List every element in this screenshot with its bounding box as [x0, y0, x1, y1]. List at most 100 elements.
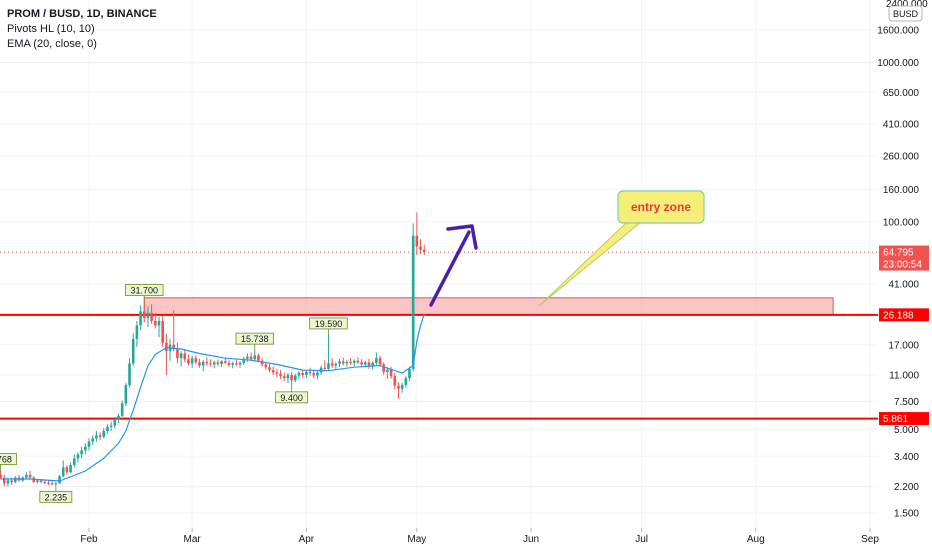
candle-body [257, 355, 260, 361]
candle-body [393, 376, 397, 386]
chart-legend: PROM / BUSD, 1D, BINANCE Pivots HL (10, … [7, 7, 157, 52]
time-axis-label: Apr [299, 534, 315, 545]
candle-body [286, 374, 290, 379]
candle-body [146, 312, 150, 319]
candle-body [113, 419, 117, 426]
candle-body [84, 446, 87, 451]
candle-body [0, 474, 2, 478]
candle-body [220, 361, 223, 364]
pivot-label-box [39, 490, 73, 503]
candle-body [271, 370, 275, 373]
candle-body [61, 467, 65, 477]
callout-box [617, 190, 705, 224]
candle-body [142, 311, 146, 319]
candle-body [198, 362, 201, 366]
candle-body [190, 358, 194, 364]
candle-body [95, 435, 98, 439]
candle-body [294, 375, 297, 381]
candle-body [378, 358, 382, 365]
candle-body [72, 458, 76, 465]
candle-body [305, 371, 308, 375]
candle-body [349, 361, 352, 363]
candle-body [157, 320, 161, 326]
candle-body [2, 477, 6, 484]
price-tag-label: 5.861 [883, 414, 908, 425]
indicator-pivots-label[interactable]: Pivots HL (10, 10) [7, 23, 95, 35]
candle-body [120, 403, 124, 416]
pivot-label: 31.700 [130, 286, 158, 296]
candle-body [194, 358, 198, 363]
price-axis-label: 41.000 [888, 279, 919, 290]
candle-body [382, 364, 386, 372]
candle-body [216, 362, 220, 364]
candle-body [39, 480, 43, 482]
candle-body [411, 235, 415, 369]
candle-body [231, 363, 234, 365]
candle-body [209, 363, 212, 365]
candle-body [227, 362, 231, 365]
price-axis-label: 2.200 [894, 482, 919, 493]
candle-body [338, 361, 341, 364]
candle-body [212, 362, 216, 365]
candle-body [54, 483, 58, 485]
candle-body [91, 438, 94, 442]
arrow-head [446, 224, 478, 250]
candle-body [109, 425, 113, 427]
candle-body [301, 373, 304, 375]
price-axis-label: 1000.000 [877, 58, 919, 69]
ema-line [0, 313, 425, 482]
entry-zone-rectangle[interactable] [143, 297, 834, 316]
candle-body [308, 371, 312, 374]
candle-body [290, 374, 293, 381]
candle-body [172, 344, 176, 349]
candle-body [183, 353, 187, 360]
candle-body [323, 367, 327, 369]
price-axis-label: 1600.000 [877, 25, 919, 36]
candle-body [279, 373, 282, 377]
candle-body [371, 362, 374, 366]
price-axis-label: 160.000 [883, 185, 920, 196]
candle-body [106, 426, 109, 431]
pivot-label-box [125, 284, 164, 297]
candle-body [386, 369, 389, 372]
candle-body [264, 364, 268, 368]
candle-body [419, 246, 422, 250]
price-axis-label: 1.500 [894, 509, 919, 520]
time-axis-label: Sep [861, 534, 879, 545]
candle-body [58, 476, 61, 484]
candle-body [128, 363, 131, 386]
candle-body [367, 362, 371, 366]
price-axis-label: 17.000 [888, 340, 919, 351]
candle-body [404, 378, 408, 386]
candle-body [43, 481, 47, 483]
price-tag [879, 257, 929, 271]
time-axis-label: Feb [80, 534, 98, 545]
candle-body [415, 235, 419, 247]
candle-body [50, 483, 54, 485]
candle-body [422, 249, 426, 253]
price-tag-label: 26.188 [883, 310, 914, 321]
price-axis-label: 5.000 [894, 425, 919, 436]
candle-body [268, 367, 271, 371]
time-axis-background [0, 528, 932, 550]
candle-body [201, 361, 205, 366]
candle-body [238, 362, 242, 365]
candle-body [389, 369, 393, 377]
price-axis-label: 7.500 [894, 397, 919, 408]
candle-body [330, 363, 334, 366]
candle-body [312, 373, 316, 376]
candle-body [246, 356, 249, 359]
indicator-ema-label[interactable]: EMA (20, close, 0) [7, 38, 97, 50]
price-tag [879, 245, 929, 259]
symbol-title[interactable]: PROM / BUSD, 1D, BINANCE [7, 8, 157, 20]
candle-body [205, 361, 209, 364]
currency-badge[interactable] [888, 5, 923, 22]
candle-body [356, 360, 360, 363]
pivot-label-box [0, 453, 17, 465]
callout-pointer [538, 221, 643, 307]
candle-body [375, 358, 378, 363]
candle-body [124, 385, 128, 404]
candle-body [176, 348, 179, 359]
candle-body [98, 435, 102, 437]
